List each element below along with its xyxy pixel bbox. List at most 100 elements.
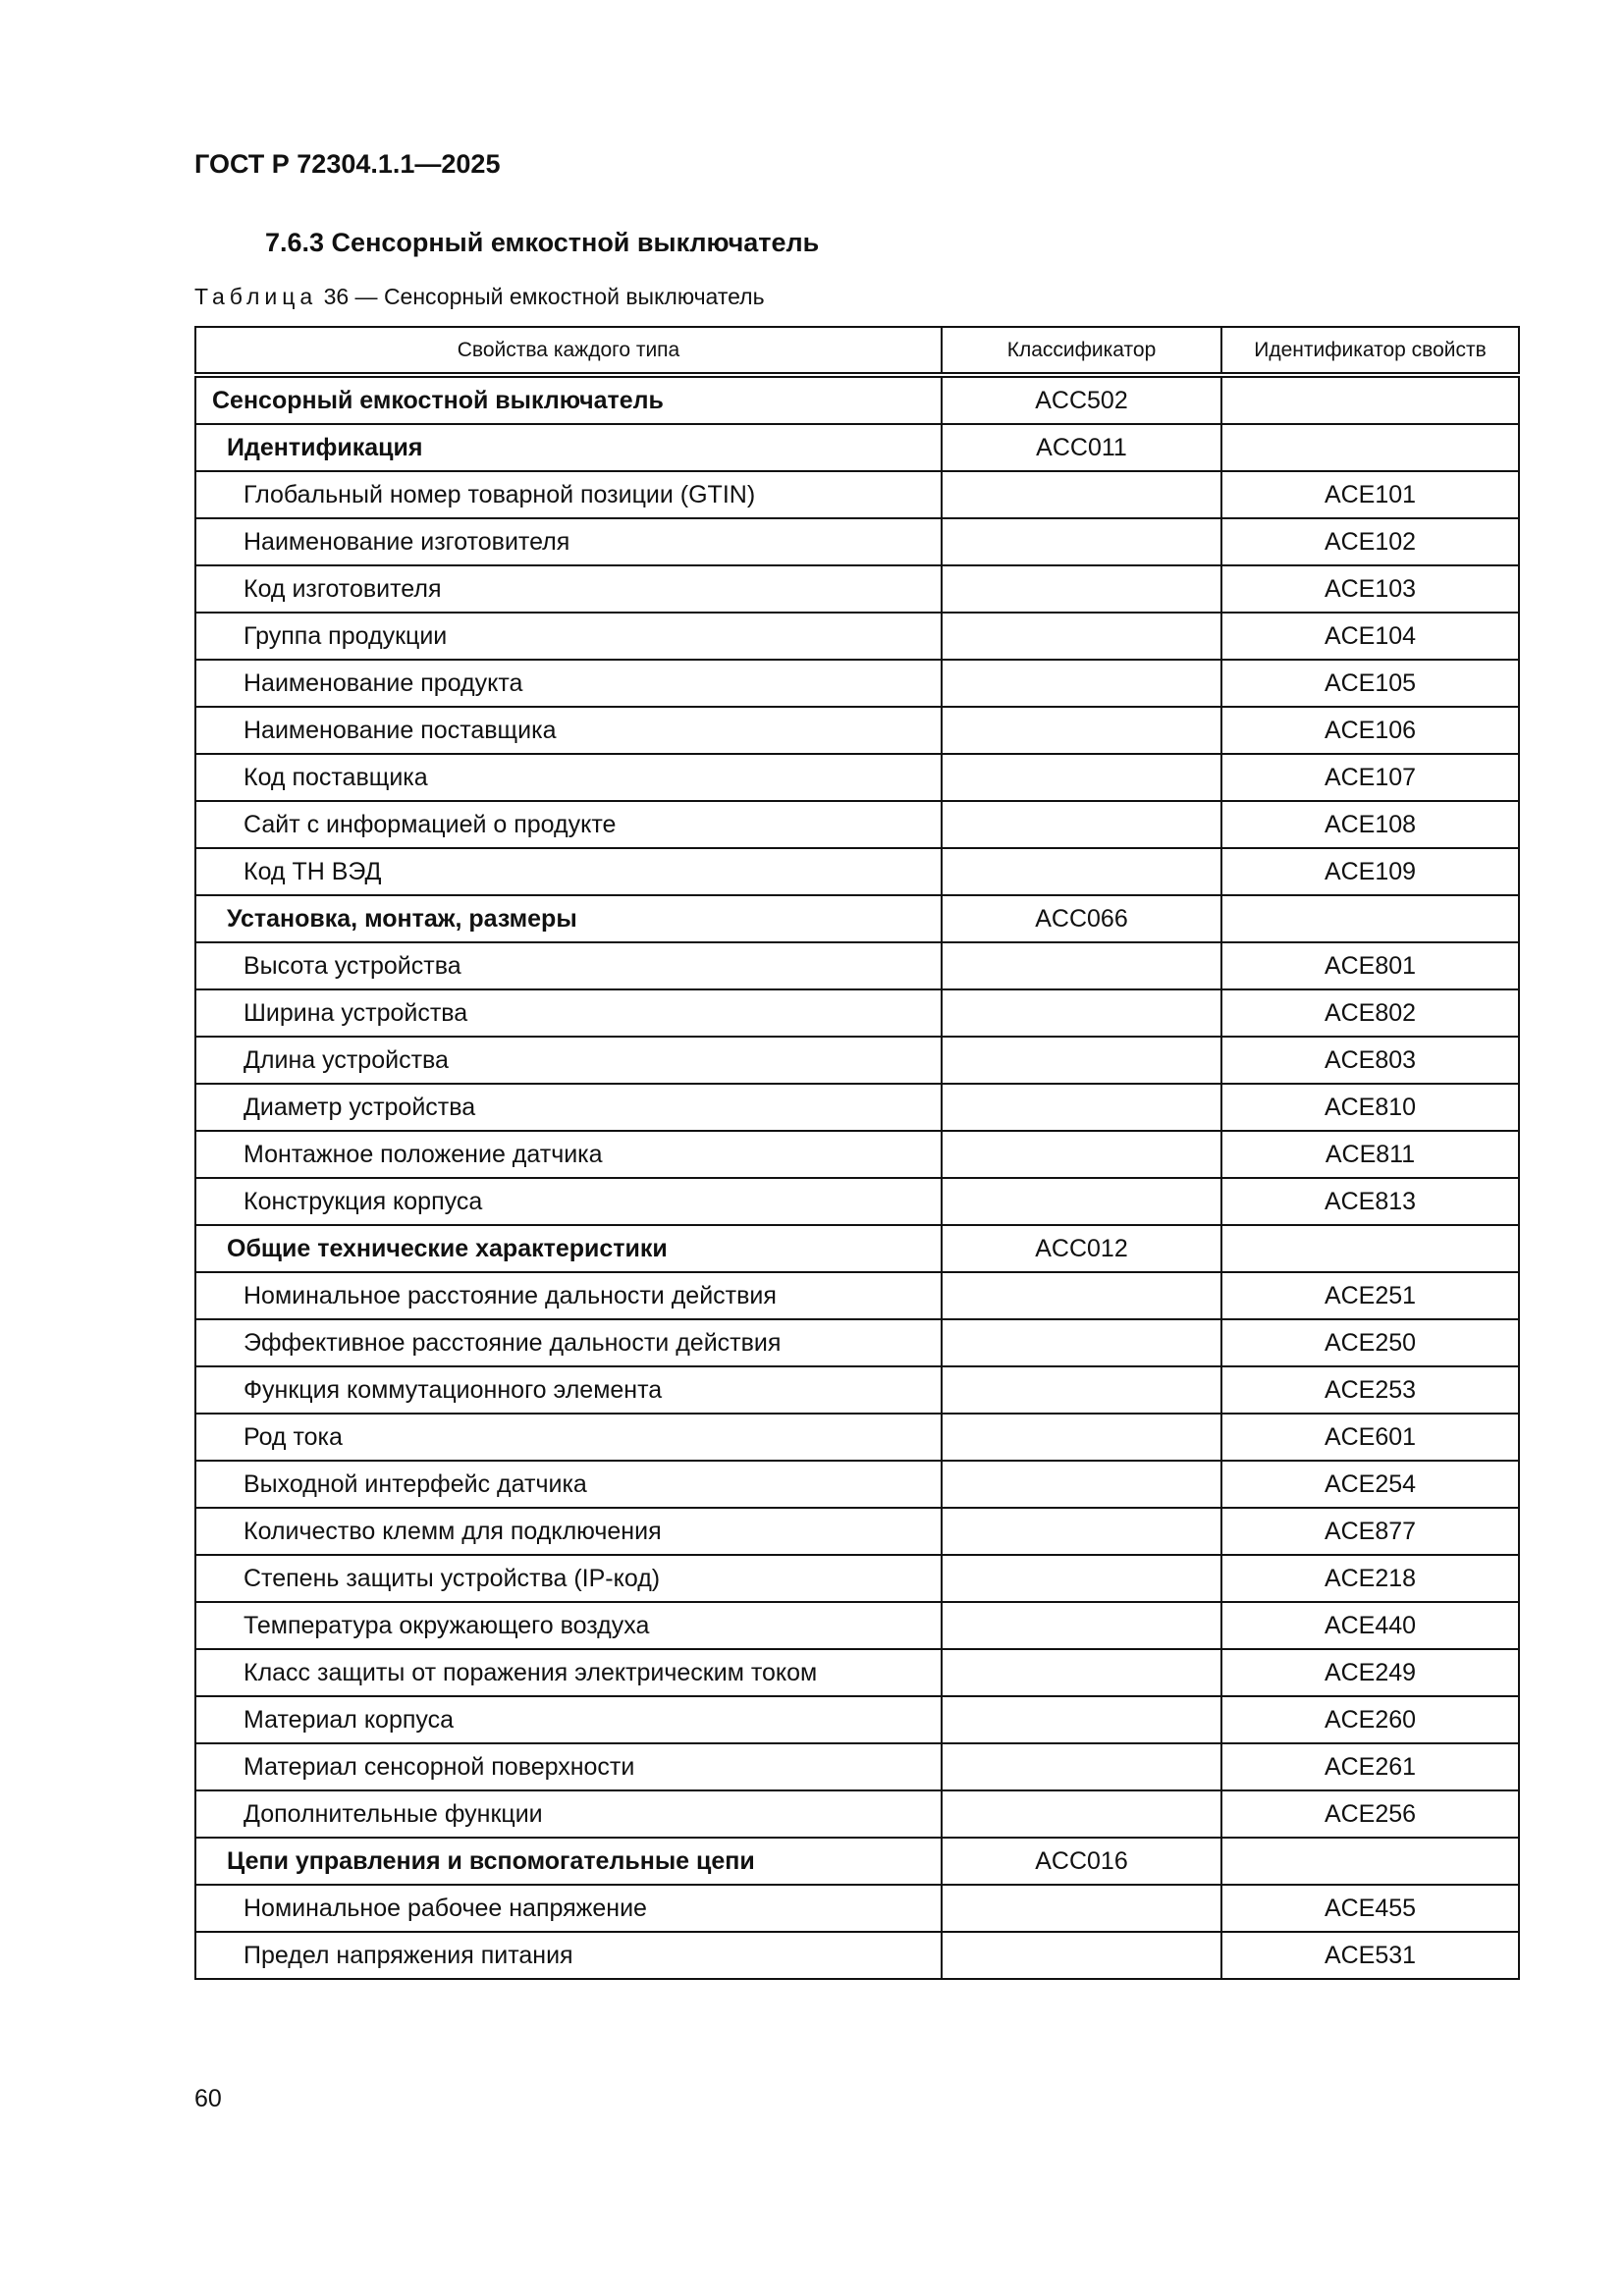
document-id: ГОСТ Р 72304.1.1—2025: [194, 149, 501, 179]
table-row: Цепи управления и вспомогательные цепи AC…: [194, 1837, 1520, 1886]
property-id-cell: ACE101: [1220, 470, 1520, 519]
property-id-cell: ACE455: [1220, 1884, 1520, 1933]
property-id-cell: ACE810: [1220, 1083, 1520, 1132]
property-id-cell: ACE811: [1220, 1130, 1520, 1179]
classifier-cell: [941, 847, 1222, 896]
classifier-cell: [941, 564, 1222, 614]
table-row: Глобальный номер товарной позиции (GTIN)…: [194, 470, 1520, 519]
table-row: Высота устройства ACE801: [194, 941, 1520, 990]
property-id-cell: [1220, 894, 1520, 943]
property-name-cell: Номинальное рабочее напряжение: [194, 1884, 943, 1933]
classifier-cell: [941, 1507, 1222, 1556]
classifier-cell: [941, 659, 1222, 708]
property-name-cell: Температура окружающего воздуха: [194, 1601, 943, 1650]
property-id-cell: ACE256: [1220, 1789, 1520, 1839]
table-row: Код ТН ВЭД ACE109: [194, 847, 1520, 896]
classifier-cell: [941, 800, 1222, 849]
classifier-cell: [941, 612, 1222, 661]
table-row: Сенсорный емкостной выключатель ACC502: [194, 374, 1520, 425]
property-name-cell: Общие технические характеристики: [194, 1224, 943, 1273]
property-id-cell: ACE102: [1220, 517, 1520, 566]
table-row: Предел напряжения питания ACE531: [194, 1931, 1520, 1980]
property-id-cell: ACE108: [1220, 800, 1520, 849]
property-id-cell: ACE105: [1220, 659, 1520, 708]
property-id-cell: ACE249: [1220, 1648, 1520, 1697]
property-name-cell: Дополнительные функции: [194, 1789, 943, 1839]
property-name-cell: Класс защиты от поражения электрическим …: [194, 1648, 943, 1697]
property-name-cell: Цепи управления и вспомогательные цепи: [194, 1837, 943, 1886]
table-row: Установка, монтаж, размеры ACC066: [194, 894, 1520, 943]
classifier-cell: [941, 941, 1222, 990]
classifier-cell: [941, 1648, 1222, 1697]
table-row: Выходной интерфейс датчика ACE254: [194, 1460, 1520, 1509]
table-row: Функция коммутационного элемента ACE253: [194, 1365, 1520, 1415]
classifier-cell: [941, 1413, 1222, 1462]
property-id-cell: ACE531: [1220, 1931, 1520, 1980]
property-name-cell: Высота устройства: [194, 941, 943, 990]
table-row: Род тока ACE601: [194, 1413, 1520, 1462]
table-caption-label: Таблица: [194, 284, 318, 309]
property-id-cell: ACE877: [1220, 1507, 1520, 1556]
property-name-cell: Род тока: [194, 1413, 943, 1462]
property-name-cell: Степень защиты устройства (IP-код): [194, 1554, 943, 1603]
property-name-cell: Монтажное положение датчика: [194, 1130, 943, 1179]
classifier-cell: [941, 1884, 1222, 1933]
property-id-cell: ACE104: [1220, 612, 1520, 661]
property-name-cell: Сенсорный емкостной выключатель: [194, 374, 943, 425]
property-name-cell: Количество клемм для подключения: [194, 1507, 943, 1556]
property-id-cell: ACE440: [1220, 1601, 1520, 1650]
classifier-cell: [941, 1177, 1222, 1226]
table-row: Сайт с информацией о продукте ACE108: [194, 800, 1520, 849]
properties-table: Свойства каждого типа Классификатор Иден…: [194, 326, 1520, 1980]
classifier-cell: [941, 1601, 1222, 1650]
property-id-cell: ACE254: [1220, 1460, 1520, 1509]
table-row: Наименование поставщика ACE106: [194, 706, 1520, 755]
table-row: Общие технические характеристики ACC012: [194, 1224, 1520, 1273]
property-name-cell: Длина устройства: [194, 1036, 943, 1085]
property-name-cell: Эффективное расстояние дальности действи…: [194, 1318, 943, 1367]
property-name-cell: Выходной интерфейс датчика: [194, 1460, 943, 1509]
table-row: Эффективное расстояние дальности действи…: [194, 1318, 1520, 1367]
table-row: Код поставщика ACE107: [194, 753, 1520, 802]
property-name-cell: Код поставщика: [194, 753, 943, 802]
property-id-cell: ACE107: [1220, 753, 1520, 802]
property-name-cell: Номинальное расстояние дальности действи…: [194, 1271, 943, 1320]
classifier-cell: ACC016: [941, 1837, 1222, 1886]
property-name-cell: Установка, монтаж, размеры: [194, 894, 943, 943]
column-header-classifier: Классификатор: [941, 326, 1222, 378]
property-id-cell: ACE601: [1220, 1413, 1520, 1462]
classifier-cell: [941, 517, 1222, 566]
property-id-cell: ACE218: [1220, 1554, 1520, 1603]
property-name-cell: Диаметр устройства: [194, 1083, 943, 1132]
property-id-cell: ACE261: [1220, 1742, 1520, 1791]
table-row: Длина устройства ACE803: [194, 1036, 1520, 1085]
table-row: Температура окружающего воздуха ACE440: [194, 1601, 1520, 1650]
property-name-cell: Сайт с информацией о продукте: [194, 800, 943, 849]
classifier-cell: ACC502: [941, 374, 1222, 425]
table-row: Идентификация ACC011: [194, 423, 1520, 472]
classifier-cell: [941, 706, 1222, 755]
classifier-cell: [941, 1742, 1222, 1791]
classifier-cell: ACC011: [941, 423, 1222, 472]
property-id-cell: [1220, 1837, 1520, 1886]
classifier-cell: ACC066: [941, 894, 1222, 943]
property-name-cell: Материал корпуса: [194, 1695, 943, 1744]
property-id-cell: ACE802: [1220, 988, 1520, 1038]
property-name-cell: Идентификация: [194, 423, 943, 472]
property-id-cell: ACE801: [1220, 941, 1520, 990]
table-row: Диаметр устройства ACE810: [194, 1083, 1520, 1132]
classifier-cell: [941, 988, 1222, 1038]
table-row: Материал сенсорной поверхности ACE261: [194, 1742, 1520, 1791]
property-name-cell: Материал сенсорной поверхности: [194, 1742, 943, 1791]
property-name-cell: Наименование поставщика: [194, 706, 943, 755]
classifier-cell: ACC012: [941, 1224, 1222, 1273]
table-row: Наименование изготовителя ACE102: [194, 517, 1520, 566]
classifier-cell: [941, 1554, 1222, 1603]
property-id-cell: [1220, 1224, 1520, 1273]
classifier-cell: [941, 1036, 1222, 1085]
property-id-cell: ACE106: [1220, 706, 1520, 755]
property-id-cell: ACE253: [1220, 1365, 1520, 1415]
classifier-cell: [941, 753, 1222, 802]
table-row: Класс защиты от поражения электрическим …: [194, 1648, 1520, 1697]
table-row: Группа продукции ACE104: [194, 612, 1520, 661]
